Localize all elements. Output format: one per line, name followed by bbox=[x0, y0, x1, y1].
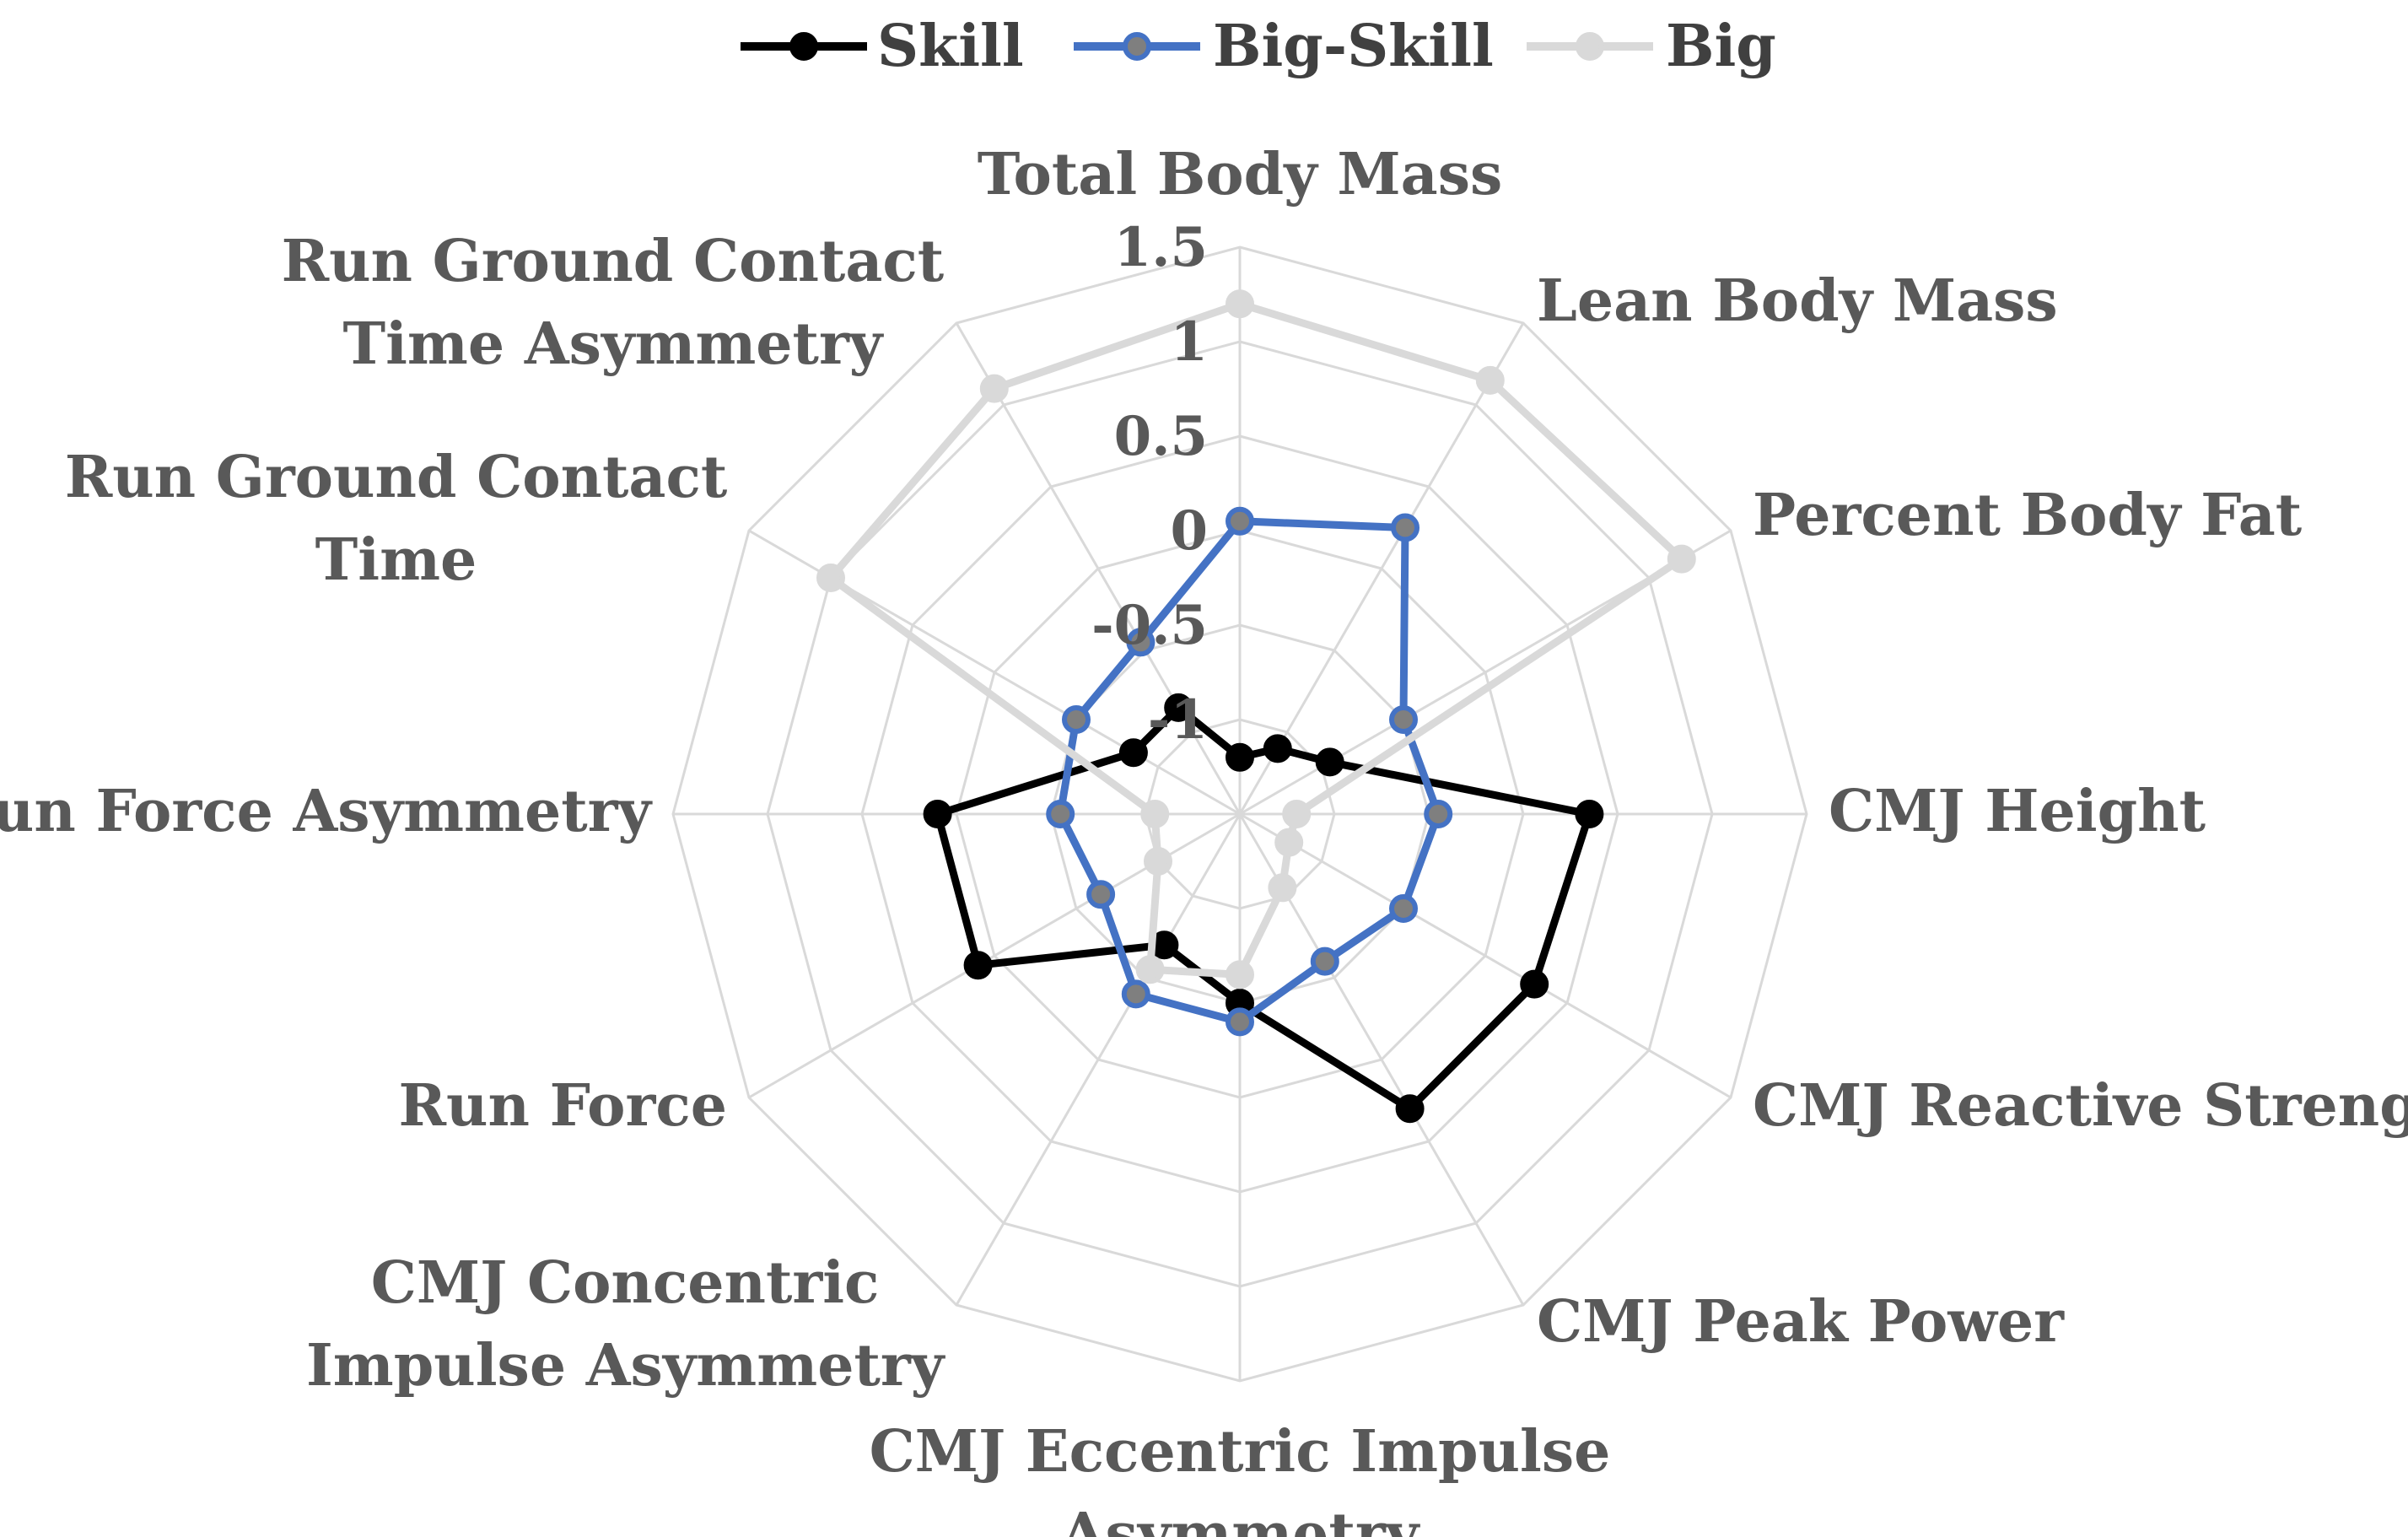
data-point bbox=[816, 564, 845, 592]
data-point bbox=[1135, 955, 1165, 984]
legend-marker bbox=[1123, 32, 1151, 61]
category-label: Run Ground Contact Time bbox=[65, 444, 728, 594]
data-point bbox=[1395, 1094, 1425, 1124]
data-point bbox=[1389, 894, 1418, 923]
tick-label: -0.5 bbox=[1091, 594, 1208, 657]
data-point bbox=[1282, 800, 1312, 828]
tick-label: 1.5 bbox=[1114, 216, 1208, 279]
data-point bbox=[1144, 847, 1172, 876]
spoke-4 bbox=[1239, 812, 1732, 1099]
data-point bbox=[1268, 873, 1297, 903]
data-point bbox=[1391, 513, 1419, 542]
category-label: Run Force bbox=[399, 1072, 727, 1140]
legend-item: Big bbox=[1527, 13, 1776, 80]
data-point bbox=[1520, 969, 1549, 999]
category-label: Total Body Mass bbox=[978, 141, 1503, 208]
data-point bbox=[1118, 738, 1148, 768]
radar-series bbox=[816, 289, 1696, 1124]
legend-label: Big bbox=[1666, 13, 1776, 80]
category-label: CMJ Reactive Strength bbox=[1753, 1072, 2408, 1140]
category-label: Run Ground Contact Time Asymmetry bbox=[282, 228, 945, 378]
data-point bbox=[963, 951, 993, 980]
data-point bbox=[1126, 628, 1156, 657]
data-point bbox=[1140, 800, 1170, 828]
data-point bbox=[1086, 880, 1116, 909]
legend-marker bbox=[789, 32, 818, 61]
tick-label: 0.5 bbox=[1114, 405, 1208, 468]
legend-label: Big-Skill bbox=[1213, 13, 1494, 80]
tick-label: 0 bbox=[1170, 499, 1208, 563]
category-label: CMJ Concentric Impulse Asymmetry bbox=[306, 1249, 946, 1399]
legend-label: Skill bbox=[877, 13, 1024, 80]
category-label: CMJ Peak Power bbox=[1537, 1288, 2065, 1356]
series-big-skill bbox=[1046, 506, 1453, 1037]
data-point bbox=[1315, 747, 1344, 777]
data-point bbox=[1226, 289, 1254, 319]
category-label: Percent Body Fat bbox=[1753, 482, 2303, 549]
data-point bbox=[1164, 693, 1193, 722]
tick-label: 1 bbox=[1170, 310, 1208, 374]
category-label: Run Force Asymmetry bbox=[0, 778, 653, 845]
legend: Skill Big-Skill Big bbox=[741, 13, 1776, 80]
tick-label: -1 bbox=[1148, 688, 1208, 752]
series-big bbox=[816, 289, 1696, 990]
data-point bbox=[1226, 506, 1254, 536]
legend-item: Skill bbox=[741, 13, 1024, 80]
data-point bbox=[1226, 1007, 1254, 1037]
data-point bbox=[1424, 800, 1453, 828]
data-point bbox=[1226, 742, 1254, 772]
radial-tick-labels: 1.5 1 0.5 0 -0.5 -1 bbox=[1091, 216, 1208, 752]
data-point bbox=[1575, 800, 1604, 828]
data-point bbox=[1667, 544, 1696, 574]
data-point bbox=[1046, 800, 1075, 828]
radar-spokes bbox=[673, 247, 1807, 1381]
series-skill bbox=[923, 693, 1604, 1124]
data-point bbox=[923, 800, 952, 828]
data-point bbox=[1062, 705, 1091, 734]
data-point bbox=[1389, 705, 1418, 734]
series-line bbox=[934, 704, 1593, 1113]
data-point bbox=[1310, 946, 1339, 976]
data-point bbox=[1263, 734, 1292, 763]
data-point bbox=[1226, 960, 1254, 990]
category-labels: Total Body Mass Lean Body Mass Percent Bod… bbox=[0, 141, 2408, 1537]
spoke-11 bbox=[955, 322, 1242, 815]
legend-item: Big-Skill bbox=[1074, 13, 1494, 80]
spoke-1 bbox=[1238, 322, 1525, 815]
legend-marker bbox=[1576, 32, 1604, 61]
category-label: Lean Body Mass bbox=[1537, 267, 2058, 335]
data-point bbox=[979, 374, 1009, 403]
category-label: CMJ Height bbox=[1829, 778, 2206, 845]
data-point bbox=[1274, 828, 1304, 857]
data-point bbox=[1475, 365, 1505, 395]
spoke-7 bbox=[955, 813, 1242, 1306]
series-line bbox=[827, 299, 1686, 979]
data-point bbox=[1121, 979, 1150, 1009]
category-label: CMJ Eccentric Impulse Asymmetry bbox=[870, 1418, 1611, 1537]
